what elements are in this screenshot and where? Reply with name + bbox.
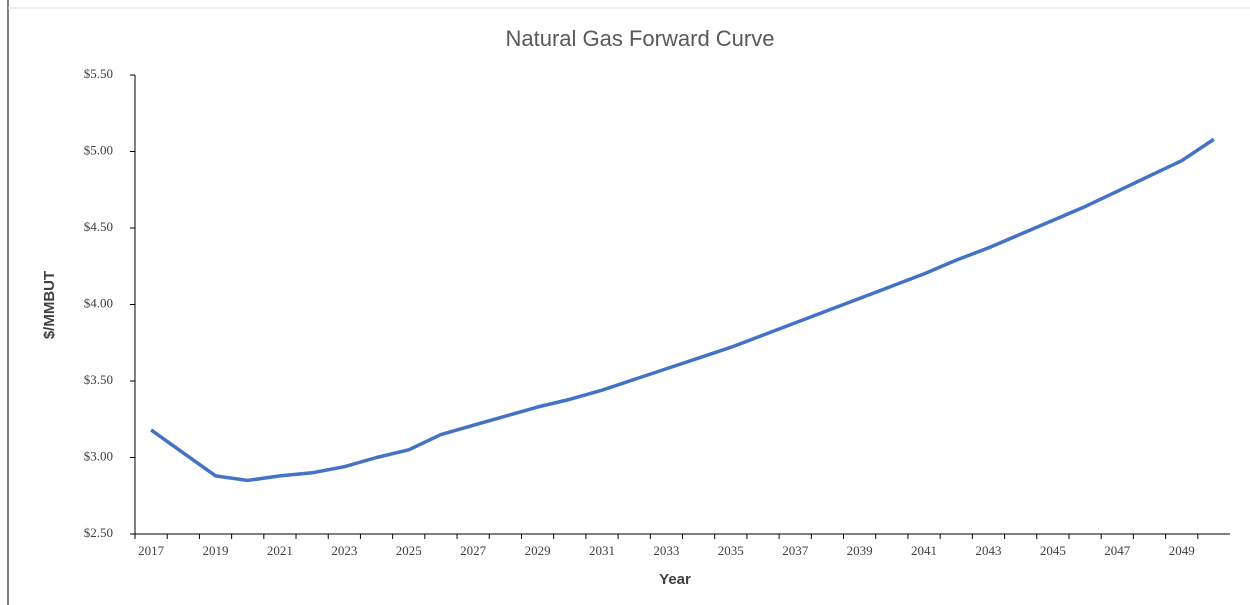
x-tick-label: 2041 [911,543,937,558]
x-tick-label: 2045 [1040,543,1066,558]
x-tick-label: 2047 [1104,543,1131,558]
x-tick-label: 2029 [525,543,551,558]
y-tick-label: $4.50 [84,219,113,234]
x-tick-label: 2017 [138,543,165,558]
x-axis-title: Year [659,571,691,588]
x-tick-label: 2025 [396,543,422,558]
x-tick-label: 2019 [203,543,229,558]
y-tick-label: $2.50 [84,525,113,540]
x-tick-label: 2023 [331,543,357,558]
x-tick-label: 2037 [782,543,809,558]
y-tick-label: $3.50 [84,372,113,387]
x-tick-label: 2021 [267,543,293,558]
y-tick-label: $5.50 [84,66,113,81]
x-tick-label: 2035 [718,543,744,558]
series-line [150,137,1215,483]
x-tick-label: 2049 [1169,543,1195,558]
y-tick-label: $5.00 [84,142,113,157]
y-tick-label: $4.00 [84,295,113,310]
x-tick-label: 2027 [460,543,487,558]
x-tick-label: 2031 [589,543,615,558]
y-tick-label: $3.00 [84,448,113,463]
chart-title: Natural Gas Forward Curve [506,26,775,51]
x-tick-label: 2033 [653,543,679,558]
y-axis-title: $/MMBUT [41,271,58,339]
x-tick-label: 2039 [847,543,873,558]
x-tick-label: 2043 [975,543,1001,558]
